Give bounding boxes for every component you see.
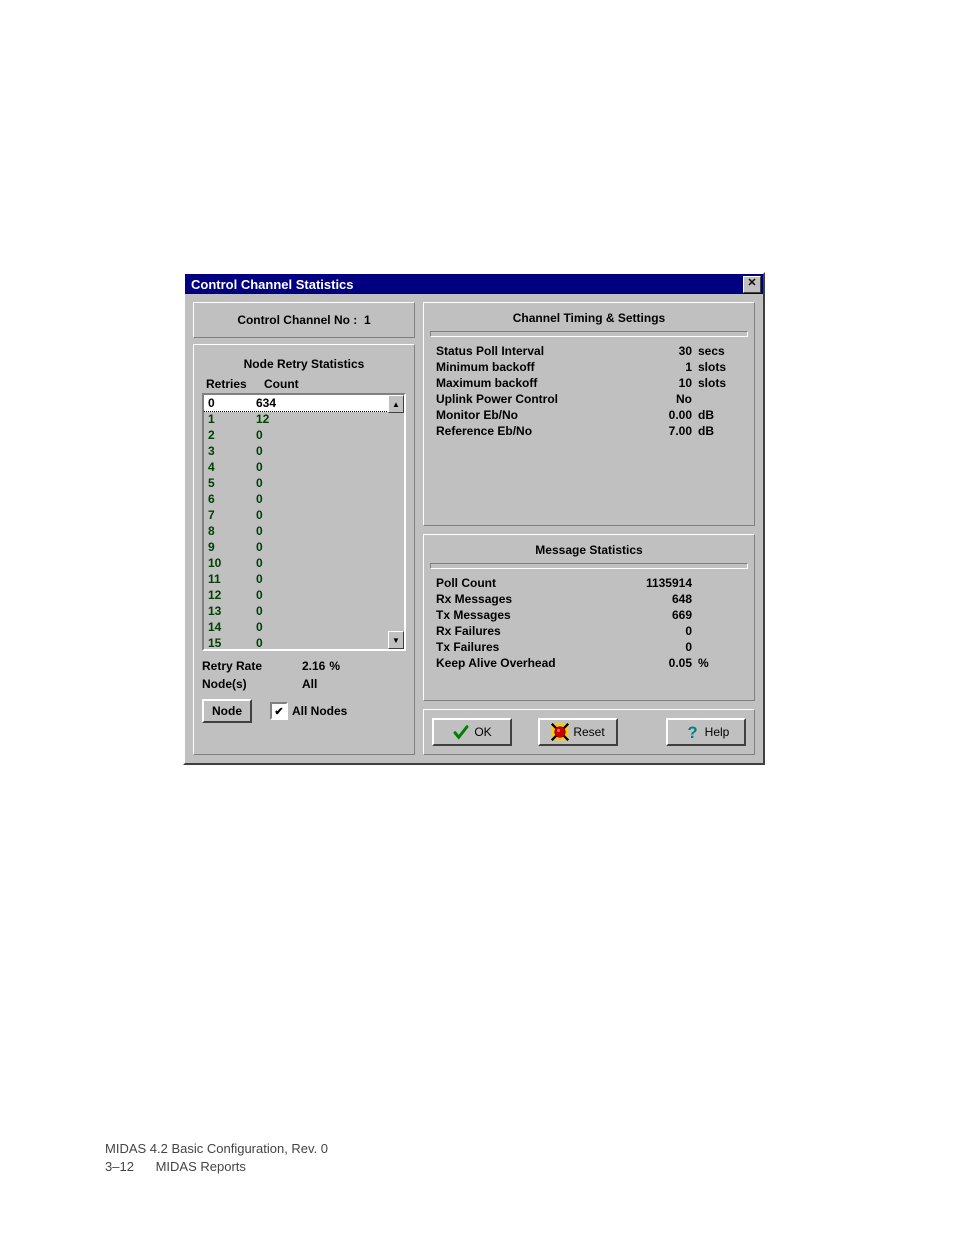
retry-row[interactable]: 50	[204, 475, 388, 491]
retry-row[interactable]: 0634	[204, 395, 388, 412]
msg-panel: Message Statistics Poll Count1135914Rx M…	[423, 534, 755, 701]
kv-row: Monitor Eb/No0.00dB	[430, 407, 748, 423]
node-retry-title: Node Retry Statistics	[202, 353, 406, 375]
help-label: Help	[705, 725, 730, 739]
close-icon[interactable]: ✕	[743, 276, 761, 293]
control-channel-panel: Control Channel No : 1	[193, 302, 415, 338]
all-nodes-checkbox[interactable]: ✔ All Nodes	[270, 702, 347, 720]
retry-row[interactable]: 90	[204, 539, 388, 555]
svg-text:?: ?	[687, 724, 697, 741]
retry-rate-label: Retry Rate	[202, 659, 302, 673]
retry-row[interactable]: 120	[204, 587, 388, 603]
reset-label: Reset	[573, 725, 604, 739]
page-footer: MIDAS 4.2 Basic Configuration, Rev. 0 3–…	[105, 1140, 328, 1176]
scrollbar[interactable]: ▲ ▼	[388, 395, 404, 649]
footer-page: 3–12	[105, 1159, 134, 1174]
timing-title: Channel Timing & Settings	[430, 307, 748, 329]
question-icon: ?	[683, 723, 701, 741]
msg-title: Message Statistics	[430, 539, 748, 561]
checkbox-icon: ✔	[270, 702, 288, 720]
node-retry-panel: Node Retry Statistics Retries Count 0634…	[193, 344, 415, 755]
retry-row[interactable]: 30	[204, 443, 388, 459]
footer-line1: MIDAS 4.2 Basic Configuration, Rev. 0	[105, 1140, 328, 1158]
kv-row: Maximum backoff10slots	[430, 375, 748, 391]
control-channel-header: Control Channel No : 1	[198, 309, 410, 331]
retry-row[interactable]: 110	[204, 571, 388, 587]
retry-row[interactable]: 112	[204, 411, 388, 427]
retry-row[interactable]: 150	[204, 635, 388, 649]
retry-row[interactable]: 60	[204, 491, 388, 507]
retry-row[interactable]: 130	[204, 603, 388, 619]
retry-row[interactable]: 140	[204, 619, 388, 635]
retry-rate-value: 2.16	[302, 659, 325, 673]
reset-icon	[551, 723, 569, 741]
kv-row: Keep Alive Overhead0.05%	[430, 655, 748, 671]
all-nodes-label: All Nodes	[292, 704, 347, 718]
checkmark-icon	[452, 723, 470, 741]
control-channel-value: 1	[364, 313, 371, 327]
retry-row[interactable]: 70	[204, 507, 388, 523]
ok-button[interactable]: OK	[432, 718, 512, 746]
kv-row: Uplink Power ControlNo	[430, 391, 748, 407]
retry-rate-row: Retry Rate 2.16 %	[202, 651, 406, 673]
scroll-down-icon[interactable]: ▼	[388, 631, 404, 649]
button-bar: OK Reset	[423, 709, 755, 755]
footer-section: MIDAS Reports	[156, 1159, 246, 1174]
control-channel-label: Control Channel No :	[237, 313, 357, 327]
node-button-label: Node	[212, 704, 242, 718]
kv-row: Tx Messages669	[430, 607, 748, 623]
scroll-up-icon[interactable]: ▲	[388, 395, 404, 413]
retry-row[interactable]: 100	[204, 555, 388, 571]
kv-row: Poll Count1135914	[430, 575, 748, 591]
kv-row: Status Poll Interval30secs	[430, 343, 748, 359]
kv-row: Rx Messages648	[430, 591, 748, 607]
retry-header-retries: Retries	[206, 377, 264, 391]
nodes-row: Node(s) All	[202, 673, 406, 691]
retry-row[interactable]: 80	[204, 523, 388, 539]
retry-rate-unit: %	[325, 659, 340, 673]
retry-header: Retries Count	[202, 375, 406, 393]
node-button[interactable]: Node	[202, 699, 252, 723]
retry-listbox[interactable]: 0634112203040506070809010011012013014015…	[202, 393, 406, 651]
help-button[interactable]: ? Help	[666, 718, 746, 746]
retry-header-count: Count	[264, 377, 299, 391]
control-channel-stats-dialog: Control Channel Statistics ✕ Control Cha…	[183, 272, 765, 765]
kv-row: Reference Eb/No7.00dB	[430, 423, 748, 439]
kv-row: Tx Failures0	[430, 639, 748, 655]
kv-row: Rx Failures0	[430, 623, 748, 639]
retry-row[interactable]: 40	[204, 459, 388, 475]
kv-row: Minimum backoff1slots	[430, 359, 748, 375]
retry-row[interactable]: 20	[204, 427, 388, 443]
titlebar: Control Channel Statistics ✕	[185, 274, 763, 294]
nodes-value: All	[302, 677, 317, 691]
ok-label: OK	[474, 725, 491, 739]
nodes-label: Node(s)	[202, 677, 302, 691]
timing-panel: Channel Timing & Settings Status Poll In…	[423, 302, 755, 526]
window-title: Control Channel Statistics	[191, 277, 354, 292]
scroll-track[interactable]	[388, 413, 404, 631]
reset-button[interactable]: Reset	[538, 718, 618, 746]
